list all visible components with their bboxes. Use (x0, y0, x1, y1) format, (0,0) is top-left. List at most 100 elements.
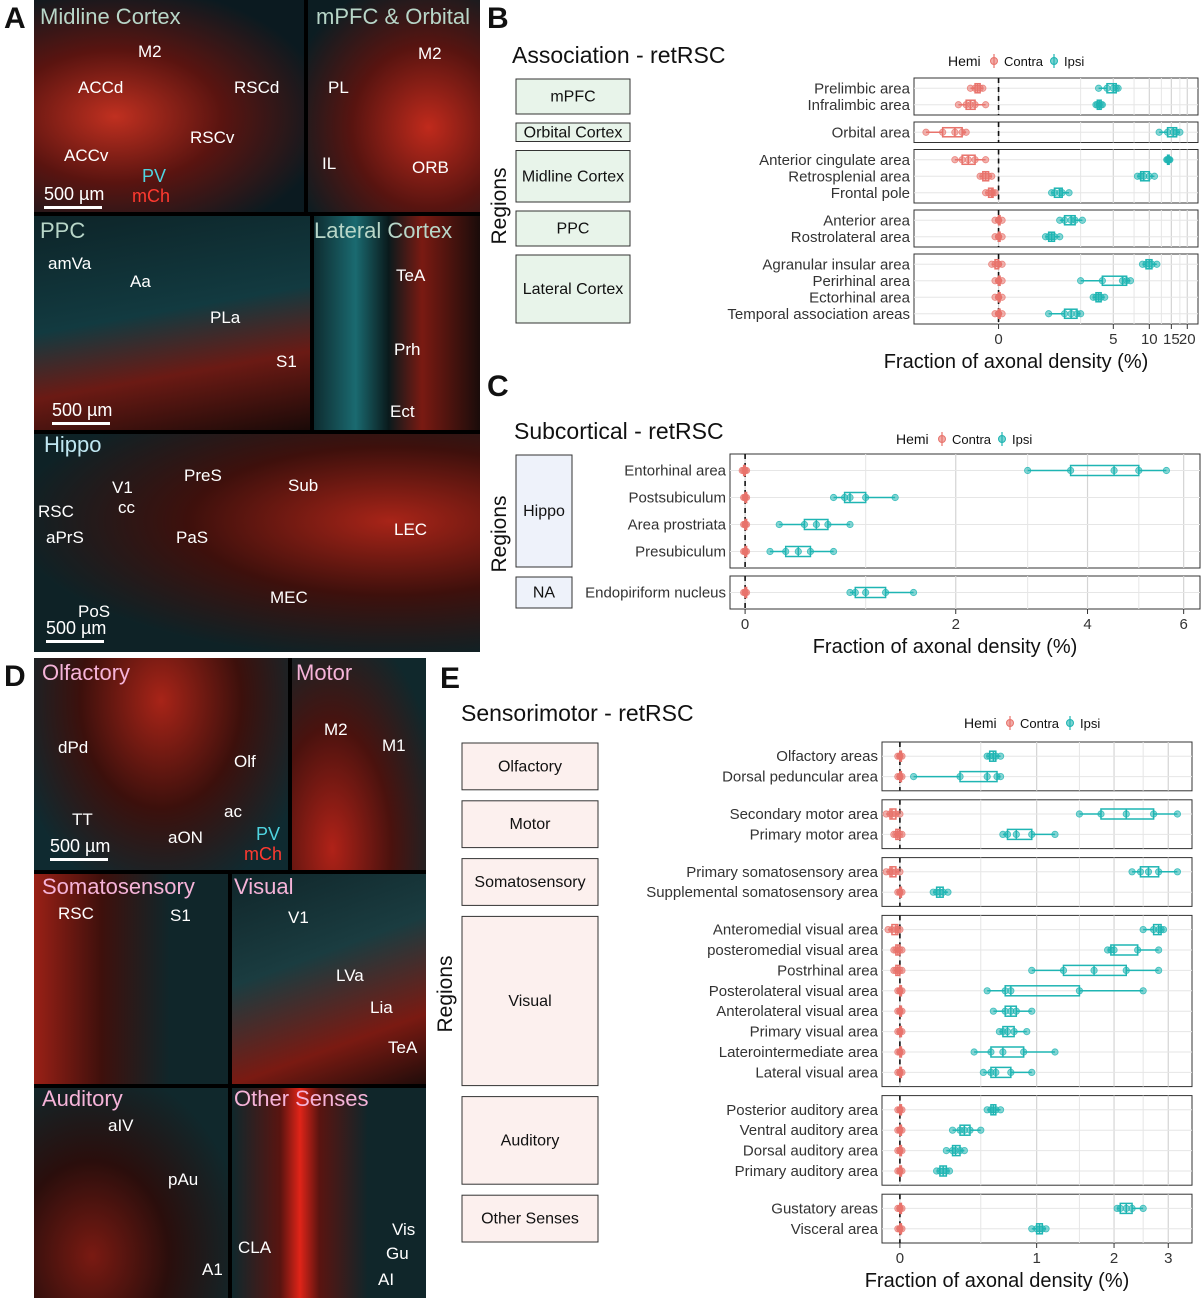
data-point (898, 1068, 906, 1076)
boxplot-ipsi (948, 1124, 985, 1136)
region-tick-label: Primary somatosensory area (686, 864, 878, 881)
data-point (896, 926, 904, 934)
region-tick-label: Rostrolateral area (791, 229, 911, 246)
data-point (794, 547, 802, 556)
subpanel-title: mPFC & Orbital (316, 4, 471, 29)
boxplot-contra (982, 187, 999, 199)
data-point (1059, 966, 1068, 974)
channel-label-pv: PV (142, 166, 167, 186)
data-point (1051, 1048, 1059, 1056)
legend: Hemi Contra Ipsi (948, 53, 1084, 69)
facet-strip (515, 454, 573, 568)
data-point (1103, 84, 1111, 92)
facet-lateral-cortex: Lateral Cortex Agranular insular areaPeri… (515, 253, 1199, 325)
facet-label: NA (533, 585, 556, 602)
region-tick-label: Primary auditory area (735, 1163, 879, 1180)
region-label: TeA (388, 1038, 418, 1057)
chart-title-e: Sensorimotor - retRSC (461, 700, 694, 726)
data-point (1007, 987, 1015, 995)
facet-label: Orbital Cortex (524, 124, 623, 141)
scale-bar-label: 500 µm (44, 184, 105, 204)
data-point (1065, 189, 1073, 197)
channel-label-pv: PV (256, 824, 281, 844)
facet-strip (461, 1194, 599, 1243)
data-point (998, 277, 1006, 285)
region-tick-label: Posterior auditory area (726, 1102, 878, 1119)
panel-letter-a: A (4, 2, 26, 35)
boxplot-ipsi (983, 1104, 1005, 1116)
boxplot-ipsi (942, 1144, 968, 1157)
subpanel-title: Lateral Cortex (314, 218, 453, 243)
data-point (1090, 966, 1098, 974)
boxplot-contra (894, 1025, 906, 1038)
region-tick-label: Endopiriform nucleus (585, 585, 726, 602)
data-point (1078, 216, 1086, 224)
subpanel-auditory: Auditory aIV pAu A1 (34, 1088, 228, 1298)
region-label: PoS (78, 602, 111, 621)
data-point (829, 547, 838, 556)
facet-olfactory: Olfactory Olfactory areas Dorsal peduncula… (461, 741, 1193, 792)
data-point (898, 752, 906, 760)
facet-label: PPC (557, 221, 590, 238)
region-tick-label: Gustatory areas (771, 1200, 878, 1217)
region-label: aIV (108, 1116, 134, 1135)
data-point (971, 156, 979, 164)
boxplot-contra (991, 214, 1006, 226)
legend-label: Contra (952, 432, 992, 447)
data-point (898, 1027, 906, 1036)
x-tick-label: 2 (1110, 1250, 1118, 1267)
subpanel-title: Visual (234, 874, 294, 899)
legend-label: Ipsi (1064, 54, 1084, 69)
data-point (1135, 466, 1143, 475)
data-point (891, 493, 899, 502)
boxplot-ipsi (910, 770, 1005, 783)
data-point (1098, 101, 1106, 109)
facet-label: Visual (508, 993, 551, 1010)
data-point (945, 1167, 954, 1175)
region-tick-label: Anterior area (823, 212, 910, 229)
channel-label-mch: mCh (132, 186, 171, 206)
boxplot-contra (894, 1223, 906, 1235)
region-tick-label: Anterior cingulate area (759, 152, 911, 169)
boxplot-contra (922, 126, 970, 138)
data-point (1134, 946, 1142, 954)
data-point (1012, 1007, 1020, 1015)
data-point (862, 588, 870, 597)
legend: Hemi Contra Ipsi (896, 431, 1032, 447)
boxplot-ipsi (929, 886, 952, 898)
data-point (992, 1068, 1000, 1076)
data-point (1139, 987, 1147, 995)
region-label: PL (328, 78, 349, 97)
data-point (898, 1048, 906, 1056)
region-label: LVa (336, 966, 364, 985)
x-tick-label: 0 (741, 616, 749, 633)
region-tick-label: Retrosplenial area (788, 168, 910, 185)
facet-midline-cortex: Midline Cortex Anterior cingulate areaRet… (515, 149, 1199, 204)
boxplot-contra (988, 258, 1006, 270)
data-point (1097, 810, 1105, 818)
boxplot-ipsi (983, 985, 1147, 997)
boxplot-ipsi (1041, 231, 1064, 243)
region-label: ORB (412, 158, 449, 177)
region-label: M2 (418, 44, 442, 63)
boxplot-ipsi (995, 1025, 1031, 1038)
boxplot-contra (882, 808, 904, 820)
data-point (954, 101, 963, 109)
region-tick-label: Infralimbic area (807, 97, 910, 114)
data-point (898, 966, 906, 974)
region-tick-label: Frontal pole (831, 185, 910, 202)
data-point (996, 773, 1005, 781)
data-point (1126, 277, 1135, 285)
data-point (1139, 1204, 1147, 1212)
data-point (862, 493, 870, 502)
data-point (1007, 1068, 1015, 1076)
data-point (909, 588, 918, 597)
channel-label-mch: mCh (244, 844, 283, 864)
data-point (1116, 1204, 1124, 1212)
region-label: TT (72, 810, 93, 829)
x-tick-label: 0 (896, 1250, 904, 1267)
region-label: MEC (270, 588, 308, 607)
facet-orbital-cortex: Orbital Cortex Orbital area (515, 121, 1199, 143)
x-tick-label: 20 (1179, 331, 1196, 348)
region-label: ac (224, 802, 242, 821)
